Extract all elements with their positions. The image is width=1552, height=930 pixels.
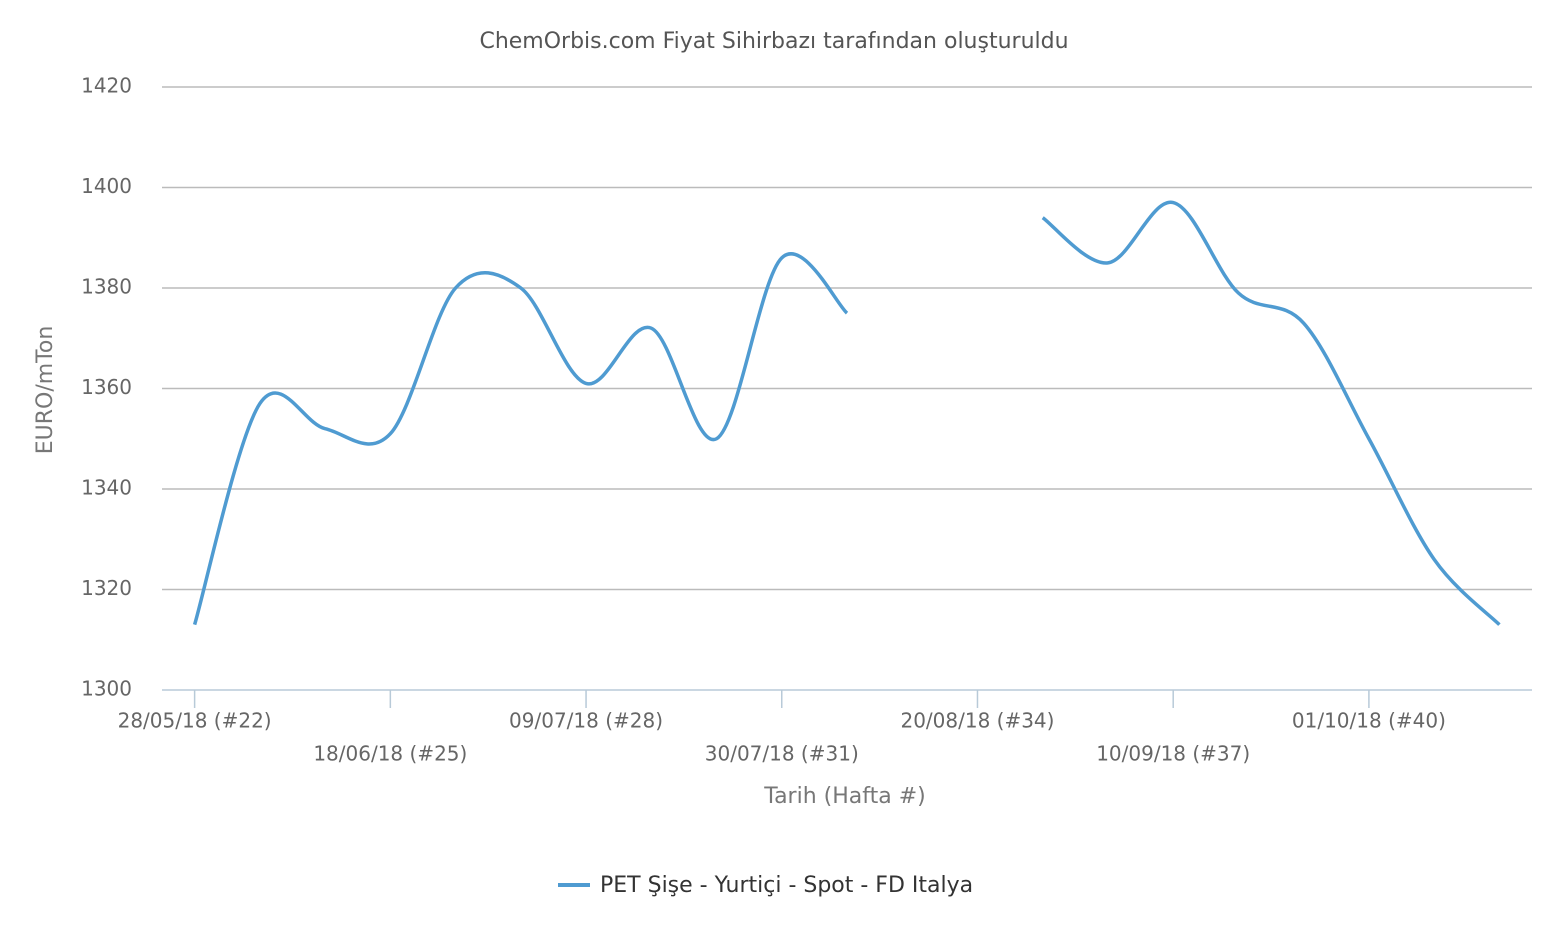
chart-title: ChemOrbis.com Fiyat Sihirbazı tarafından… <box>479 29 1068 54</box>
line-series <box>192 252 849 626</box>
x-tick-label: 09/07/18 (#28) <box>509 709 663 733</box>
y-tick-label: 1420 <box>81 74 132 98</box>
x-tick-label: 18/06/18 (#25) <box>313 742 467 766</box>
y-tick-label: 1340 <box>81 476 132 500</box>
x-tick-label: 01/10/18 (#40) <box>1292 709 1446 733</box>
y-tick-label: 1360 <box>81 375 132 399</box>
y-tick-label: 1400 <box>81 174 132 198</box>
x-axis-label: Tarih (Hafta #) <box>763 784 925 809</box>
legend-label: PET Şişe - Yurtiçi - Spot - FD Italya <box>600 873 973 898</box>
y-tick-label: 1320 <box>81 576 132 600</box>
line-series <box>1041 200 1501 626</box>
x-tick-label: 30/07/18 (#31) <box>705 742 859 766</box>
y-tick-label: 1380 <box>81 275 132 299</box>
y-tick-label: 1300 <box>81 677 132 701</box>
x-tick-label: 28/05/18 (#22) <box>118 709 272 733</box>
x-tick-label: 20/08/18 (#34) <box>900 709 1054 733</box>
y-axis-label: EURO/mTon <box>33 326 58 455</box>
x-tick-label: 10/09/18 (#37) <box>1096 742 1250 766</box>
